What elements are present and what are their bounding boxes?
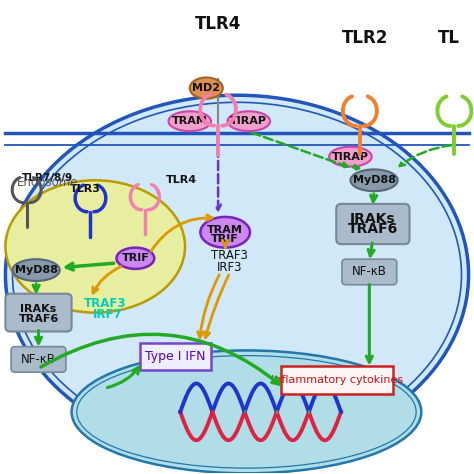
- FancyBboxPatch shape: [5, 294, 72, 331]
- Text: TRAF3: TRAF3: [83, 297, 126, 310]
- Text: NF-κB: NF-κB: [352, 265, 387, 278]
- Ellipse shape: [201, 217, 250, 247]
- Ellipse shape: [12, 259, 60, 281]
- Text: TRAF3: TRAF3: [211, 249, 248, 263]
- Text: TLR4: TLR4: [195, 15, 241, 33]
- Text: Inflammatory cytokines: Inflammatory cytokines: [271, 375, 403, 385]
- Text: IRAKs: IRAKs: [20, 304, 56, 314]
- Ellipse shape: [168, 111, 211, 131]
- Text: MyD88: MyD88: [15, 265, 58, 275]
- Ellipse shape: [72, 350, 421, 474]
- FancyBboxPatch shape: [140, 343, 211, 370]
- Ellipse shape: [5, 95, 469, 455]
- Text: TRAF6: TRAF6: [347, 222, 398, 237]
- Text: TLR2: TLR2: [341, 29, 388, 47]
- Text: MyD88: MyD88: [353, 175, 396, 185]
- Text: TLR7/8/9: TLR7/8/9: [22, 173, 73, 182]
- Text: Type I IFN: Type I IFN: [146, 350, 206, 363]
- Text: TIRAP: TIRAP: [230, 116, 267, 126]
- Text: TL: TL: [438, 29, 460, 47]
- Text: IRF3: IRF3: [217, 261, 243, 274]
- Text: IRF7: IRF7: [93, 309, 122, 321]
- FancyBboxPatch shape: [282, 366, 393, 394]
- Text: TRAM: TRAM: [207, 225, 243, 235]
- FancyBboxPatch shape: [342, 259, 397, 285]
- Text: MD2: MD2: [192, 83, 220, 93]
- Ellipse shape: [5, 180, 185, 313]
- Text: Endosome: Endosome: [17, 175, 79, 189]
- FancyBboxPatch shape: [336, 204, 410, 244]
- Ellipse shape: [228, 111, 270, 131]
- Text: TLR3: TLR3: [70, 184, 101, 194]
- Text: TLR4: TLR4: [166, 175, 197, 185]
- Text: TRIF: TRIF: [211, 234, 239, 245]
- Text: TRAF6: TRAF6: [18, 314, 59, 324]
- Ellipse shape: [117, 247, 155, 269]
- Text: TRIF: TRIF: [121, 253, 149, 263]
- Text: NF-κB: NF-κB: [21, 353, 56, 366]
- FancyBboxPatch shape: [11, 346, 66, 372]
- Ellipse shape: [350, 169, 398, 191]
- Text: TRAM: TRAM: [172, 116, 208, 126]
- Ellipse shape: [329, 147, 372, 166]
- Text: IRAKs: IRAKs: [350, 212, 395, 226]
- Ellipse shape: [190, 77, 223, 99]
- Text: TIRAP: TIRAP: [332, 152, 369, 162]
